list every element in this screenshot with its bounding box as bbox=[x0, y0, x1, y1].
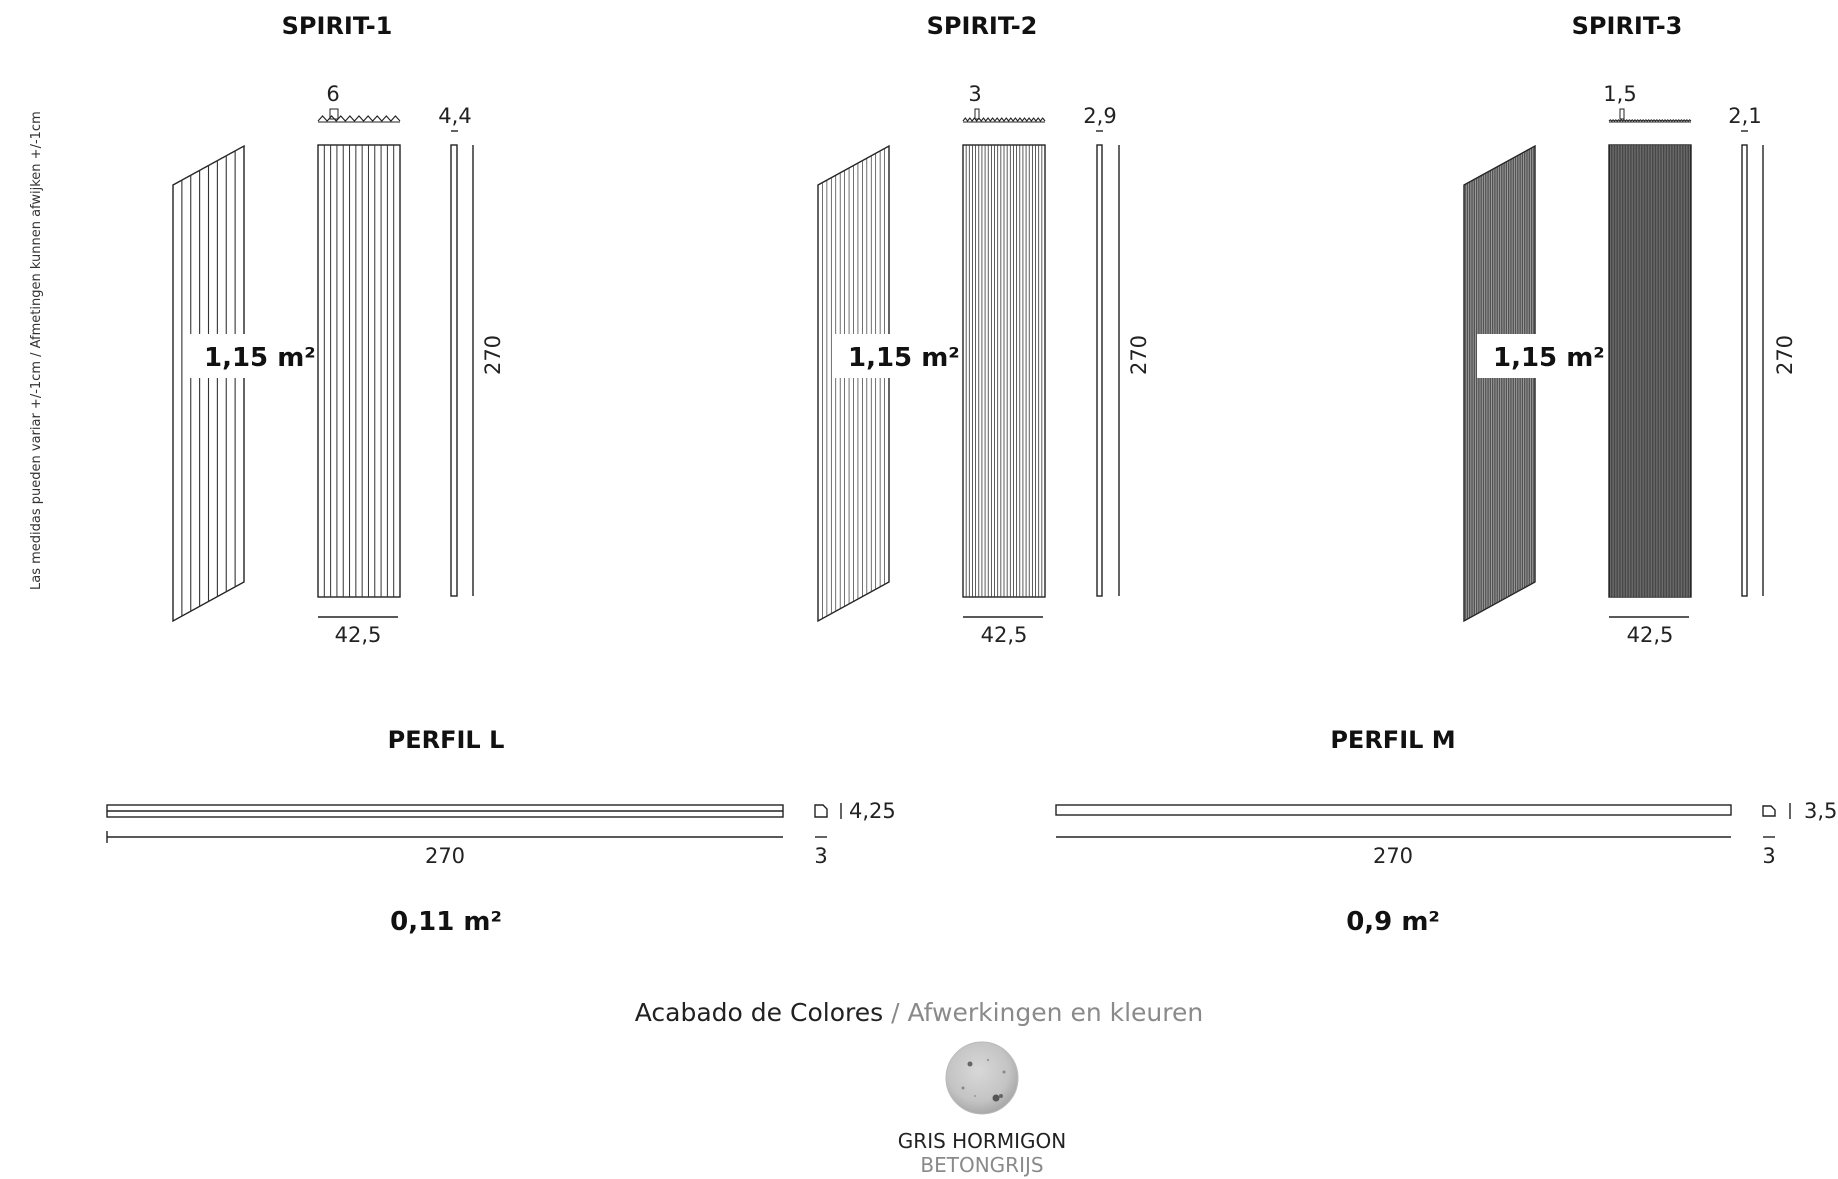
perfil-l-section-icon bbox=[814, 804, 828, 818]
gris-hormigon-swatch[interactable] bbox=[945, 1041, 1019, 1115]
spirit-3-height: 270 bbox=[1773, 335, 1797, 375]
spirit-2-width: 42,5 bbox=[981, 623, 1028, 647]
panel-perspective-fin bbox=[225, 152, 232, 157]
perfil-m-depth: 3 bbox=[1762, 844, 1775, 868]
panel-perspective-fin bbox=[234, 147, 241, 152]
spirit-1-side-view bbox=[450, 144, 458, 597]
spirit-2-thickness: 2,9 bbox=[1083, 104, 1116, 128]
perfil-m-title: PERFIL M bbox=[1330, 726, 1455, 754]
spirit-1-height: 270 bbox=[481, 335, 505, 375]
spirit-1-front bbox=[317, 144, 401, 598]
perfil-l-group: PERFIL L 270 4,25 3 0,11 m² bbox=[106, 726, 896, 937]
spirit-2-front bbox=[962, 144, 1046, 598]
spirit-2-profile-width: 3 bbox=[968, 82, 981, 106]
spirit-1-area: 1,15 m² bbox=[204, 343, 316, 373]
perfil-l-length: 270 bbox=[425, 844, 465, 868]
panel-perspective-fin bbox=[190, 171, 197, 176]
panel-front-outline bbox=[317, 144, 401, 598]
spirit-3-area: 1,15 m² bbox=[1493, 343, 1605, 373]
spirit-2-group: SPIRIT-2 1,15 m² 3 2,9 42,5 270 bbox=[817, 12, 1151, 647]
spirit-2-perspective bbox=[817, 144, 890, 623]
panel-perspective-fin bbox=[199, 166, 205, 171]
perfil-m-section-icon bbox=[1762, 805, 1776, 817]
panel-profile-marker bbox=[329, 108, 339, 120]
spirit-1-thickness: 4,4 bbox=[438, 104, 471, 128]
finishes-section: Acabado de Colores / Afwerkingen en kleu… bbox=[635, 998, 1203, 1177]
panel-perspective-fin bbox=[181, 176, 188, 181]
perfil-m-group: PERFIL M 270 3,5 3 0,9 m² bbox=[1055, 726, 1837, 937]
perfil-l-depth: 3 bbox=[814, 844, 827, 868]
panel-profile-wave bbox=[1608, 119, 1692, 122]
perfil-m-length: 270 bbox=[1373, 844, 1413, 868]
swatch-name-es: GRIS HORMIGON bbox=[898, 1129, 1066, 1153]
spirit-2-side-view bbox=[1096, 144, 1103, 597]
spirit-1-width: 42,5 bbox=[335, 623, 382, 647]
spirit-1-profile bbox=[317, 108, 401, 123]
spirit-3-area-bg bbox=[1477, 334, 1587, 378]
panel-perspective-fin bbox=[217, 157, 223, 162]
spirit-2-title: SPIRIT-2 bbox=[927, 12, 1038, 40]
perfil-m-bar bbox=[1055, 804, 1732, 816]
spirit-3-profile-width: 1,5 bbox=[1603, 82, 1636, 106]
perfil-l-area: 0,11 m² bbox=[390, 907, 502, 937]
panel-profile-wave bbox=[317, 115, 401, 122]
spirit-3-title: SPIRIT-3 bbox=[1572, 12, 1683, 40]
spirit-3-group: SPIRIT-3 1,15 m² 1,5 2,1 42,5 270 bbox=[1463, 12, 1797, 647]
spirit-3-perspective bbox=[1463, 144, 1536, 623]
perfil-l-height: 4,25 bbox=[849, 799, 896, 823]
perfil-m-height: 3,5 bbox=[1804, 799, 1837, 823]
side-note: Las medidas pueden variar +/-1cm / Afmet… bbox=[29, 111, 44, 590]
panel-perspective-fin bbox=[208, 162, 214, 166]
spirit-1-profile-width: 6 bbox=[326, 82, 339, 106]
spirit-2-area: 1,15 m² bbox=[848, 343, 960, 373]
spirit-2-area-bg bbox=[832, 334, 942, 378]
panel-profile-marker bbox=[1619, 108, 1625, 120]
spirit-3-width: 42,5 bbox=[1627, 623, 1674, 647]
spirit-1-group: SPIRIT-1 1,15 m² 6 4,4 42,5 270 bbox=[172, 12, 505, 647]
spirit-1-area-bg bbox=[188, 334, 298, 378]
finishes-heading-es: Acabado de Colores bbox=[635, 998, 883, 1027]
panel-profile-wave bbox=[962, 117, 1046, 122]
spirit-3-side-view bbox=[1741, 144, 1748, 597]
spirit-3-profile bbox=[1608, 108, 1692, 123]
spirit-1-perspective bbox=[172, 144, 245, 623]
swatch-name-nl: BETONGRIJS bbox=[920, 1153, 1043, 1177]
perfil-l-title: PERFIL L bbox=[388, 726, 505, 754]
finishes-separator: / bbox=[883, 998, 907, 1027]
spirit-2-profile bbox=[962, 108, 1046, 123]
spirit-3-thickness: 2,1 bbox=[1728, 104, 1761, 128]
finishes-heading: Acabado de Colores / Afwerkingen en kleu… bbox=[635, 998, 1203, 1027]
panel-profile-marker bbox=[974, 108, 980, 120]
perfil-m-area: 0,9 m² bbox=[1346, 907, 1440, 937]
spirit-2-height: 270 bbox=[1127, 335, 1151, 375]
finishes-heading-nl: Afwerkingen en kleuren bbox=[907, 998, 1203, 1027]
spirit-1-title: SPIRIT-1 bbox=[282, 12, 393, 40]
spirit-3-front bbox=[1608, 144, 1692, 598]
